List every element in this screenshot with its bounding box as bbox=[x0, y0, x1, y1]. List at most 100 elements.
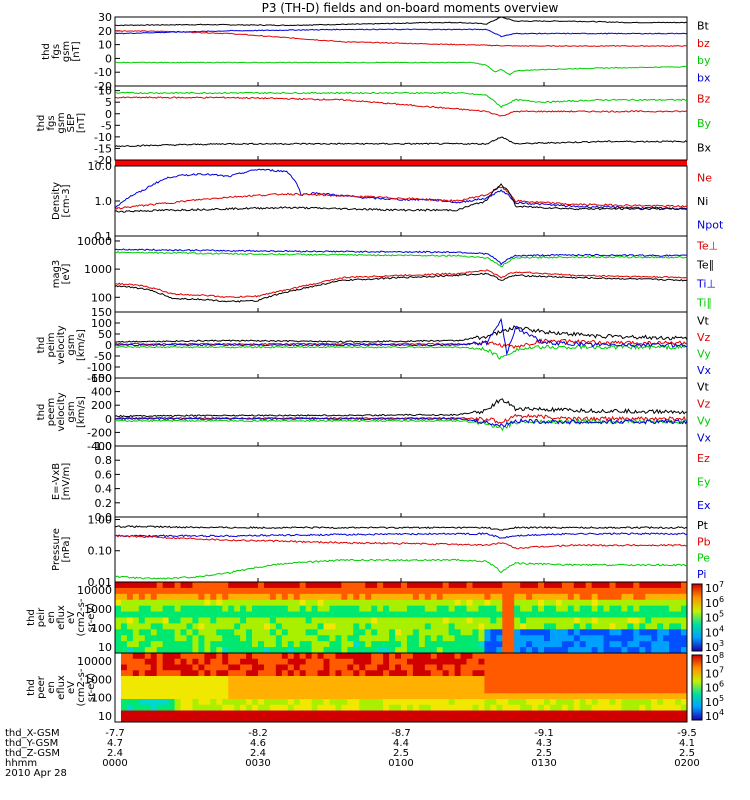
series-by-line bbox=[114, 61, 688, 76]
spectrogram-cell bbox=[460, 582, 467, 589]
spectrogram-cell bbox=[252, 611, 259, 618]
spectrogram-cell bbox=[430, 676, 438, 683]
spectrogram-cell bbox=[412, 623, 420, 630]
spectrogram-cell bbox=[299, 587, 307, 595]
spectrogram-cell bbox=[579, 587, 587, 595]
spectrogram-cell bbox=[144, 647, 152, 654]
spectrogram-cell bbox=[508, 664, 515, 671]
spectrogram-cell bbox=[311, 687, 318, 694]
spectrogram-cell bbox=[150, 593, 158, 601]
spectrogram-cell bbox=[353, 617, 360, 624]
spectrogram-cell bbox=[258, 617, 265, 624]
spectrogram-cell bbox=[329, 716, 336, 723]
spectrogram-cell bbox=[293, 647, 301, 654]
spectrogram-cell bbox=[538, 599, 545, 607]
spectrogram-cell bbox=[412, 617, 420, 624]
spectrogram-cell bbox=[615, 699, 622, 706]
spectrogram-cell bbox=[275, 664, 283, 671]
spectrogram-cell bbox=[156, 593, 164, 601]
spectrogram-cell bbox=[174, 676, 181, 683]
spectrogram-cell bbox=[281, 681, 289, 688]
spectrogram-cell bbox=[621, 647, 628, 654]
spectrogram-cell bbox=[639, 681, 646, 688]
spectrogram-cell bbox=[216, 658, 223, 665]
series-pb-line bbox=[114, 534, 688, 550]
spectrogram-cell bbox=[395, 716, 402, 723]
spectrogram-cell bbox=[144, 676, 152, 683]
spectrogram-cell bbox=[585, 681, 593, 688]
spectrogram-cell bbox=[204, 593, 211, 601]
spectrogram-cell bbox=[299, 699, 307, 706]
series-pi-line bbox=[114, 532, 688, 539]
spectrogram-cell bbox=[395, 641, 402, 648]
spectrogram-cell bbox=[454, 593, 461, 601]
spectrogram-cell bbox=[305, 704, 313, 711]
spectrogram-cell bbox=[526, 699, 533, 706]
spectrogram-cell bbox=[466, 664, 473, 671]
spectrogram-cell bbox=[609, 676, 616, 683]
spectrogram-cell bbox=[609, 687, 616, 694]
spectrogram-cell bbox=[418, 653, 426, 660]
spectrogram-cell bbox=[216, 635, 223, 642]
spectrogram-cell bbox=[508, 587, 515, 595]
spectrogram-cell bbox=[138, 635, 146, 642]
colorbar-label: 104 bbox=[705, 624, 724, 639]
spectrogram-cell bbox=[424, 710, 432, 717]
spectrogram-cell bbox=[222, 623, 229, 630]
spectrogram-cell bbox=[657, 635, 664, 642]
spectrogram-cell bbox=[633, 623, 640, 630]
spectrogram-cell bbox=[228, 641, 235, 648]
spectrogram-cell bbox=[561, 670, 569, 677]
spectrogram-cell bbox=[365, 605, 372, 612]
spectrogram-cell bbox=[526, 635, 533, 642]
spectrogram-cell bbox=[460, 623, 467, 630]
spectrogram-cell bbox=[669, 593, 676, 601]
spectrogram-cell bbox=[192, 704, 199, 711]
spectrogram-cell bbox=[234, 676, 241, 683]
y-tick-label: -20 bbox=[94, 154, 112, 167]
y-axis-label: [nPa] bbox=[61, 536, 72, 562]
spectrogram-cell bbox=[186, 629, 193, 636]
spectrogram-cell bbox=[579, 693, 587, 700]
spectrogram-cell bbox=[538, 716, 545, 723]
spectrogram-cell bbox=[317, 653, 324, 660]
spectrogram-cell bbox=[478, 658, 485, 665]
spectrogram-cell bbox=[240, 710, 247, 717]
spectrogram-cell bbox=[341, 676, 348, 683]
spectrogram-cell bbox=[406, 704, 414, 711]
spectrogram-cell bbox=[448, 699, 456, 706]
spectrogram-cell bbox=[573, 617, 581, 624]
spectrogram-cell bbox=[126, 593, 134, 601]
spectrogram-cell bbox=[663, 687, 670, 694]
spectrogram-cell bbox=[383, 716, 390, 723]
spectrogram-cell bbox=[430, 653, 438, 660]
spectrogram-cell bbox=[615, 687, 622, 694]
spectrogram-cell bbox=[526, 664, 533, 671]
spectrogram-cell bbox=[675, 582, 682, 589]
spectrogram-cell bbox=[156, 670, 164, 677]
spectrogram-cell bbox=[657, 629, 664, 636]
spectrogram-cell bbox=[615, 582, 622, 589]
spectrogram-cell bbox=[460, 716, 467, 723]
spectrogram-cell bbox=[204, 582, 211, 589]
spectrogram-cell bbox=[359, 699, 366, 706]
spectrogram-cell bbox=[609, 699, 616, 706]
spectrogram-cell bbox=[269, 599, 277, 607]
spectrogram-cell bbox=[341, 664, 348, 671]
spectrogram-cell bbox=[448, 693, 456, 700]
spectrogram-cell bbox=[323, 629, 330, 636]
spectrogram-cell bbox=[293, 670, 301, 677]
spectrogram-cell bbox=[627, 693, 634, 700]
spectrogram-cell bbox=[675, 658, 682, 665]
spectrogram-cell bbox=[150, 670, 158, 677]
spectrogram-cell bbox=[120, 647, 128, 654]
spectrogram-cell bbox=[567, 599, 575, 607]
spectrogram-cell bbox=[115, 587, 122, 595]
spectrogram-cell bbox=[484, 635, 491, 642]
spectrogram-cell bbox=[621, 664, 628, 671]
spectrogram-cell bbox=[502, 664, 509, 671]
spectrogram-cell bbox=[496, 641, 503, 648]
spectrogram-cell bbox=[198, 664, 205, 671]
series-bx-line bbox=[114, 28, 688, 38]
spectrogram-cell bbox=[532, 587, 539, 595]
